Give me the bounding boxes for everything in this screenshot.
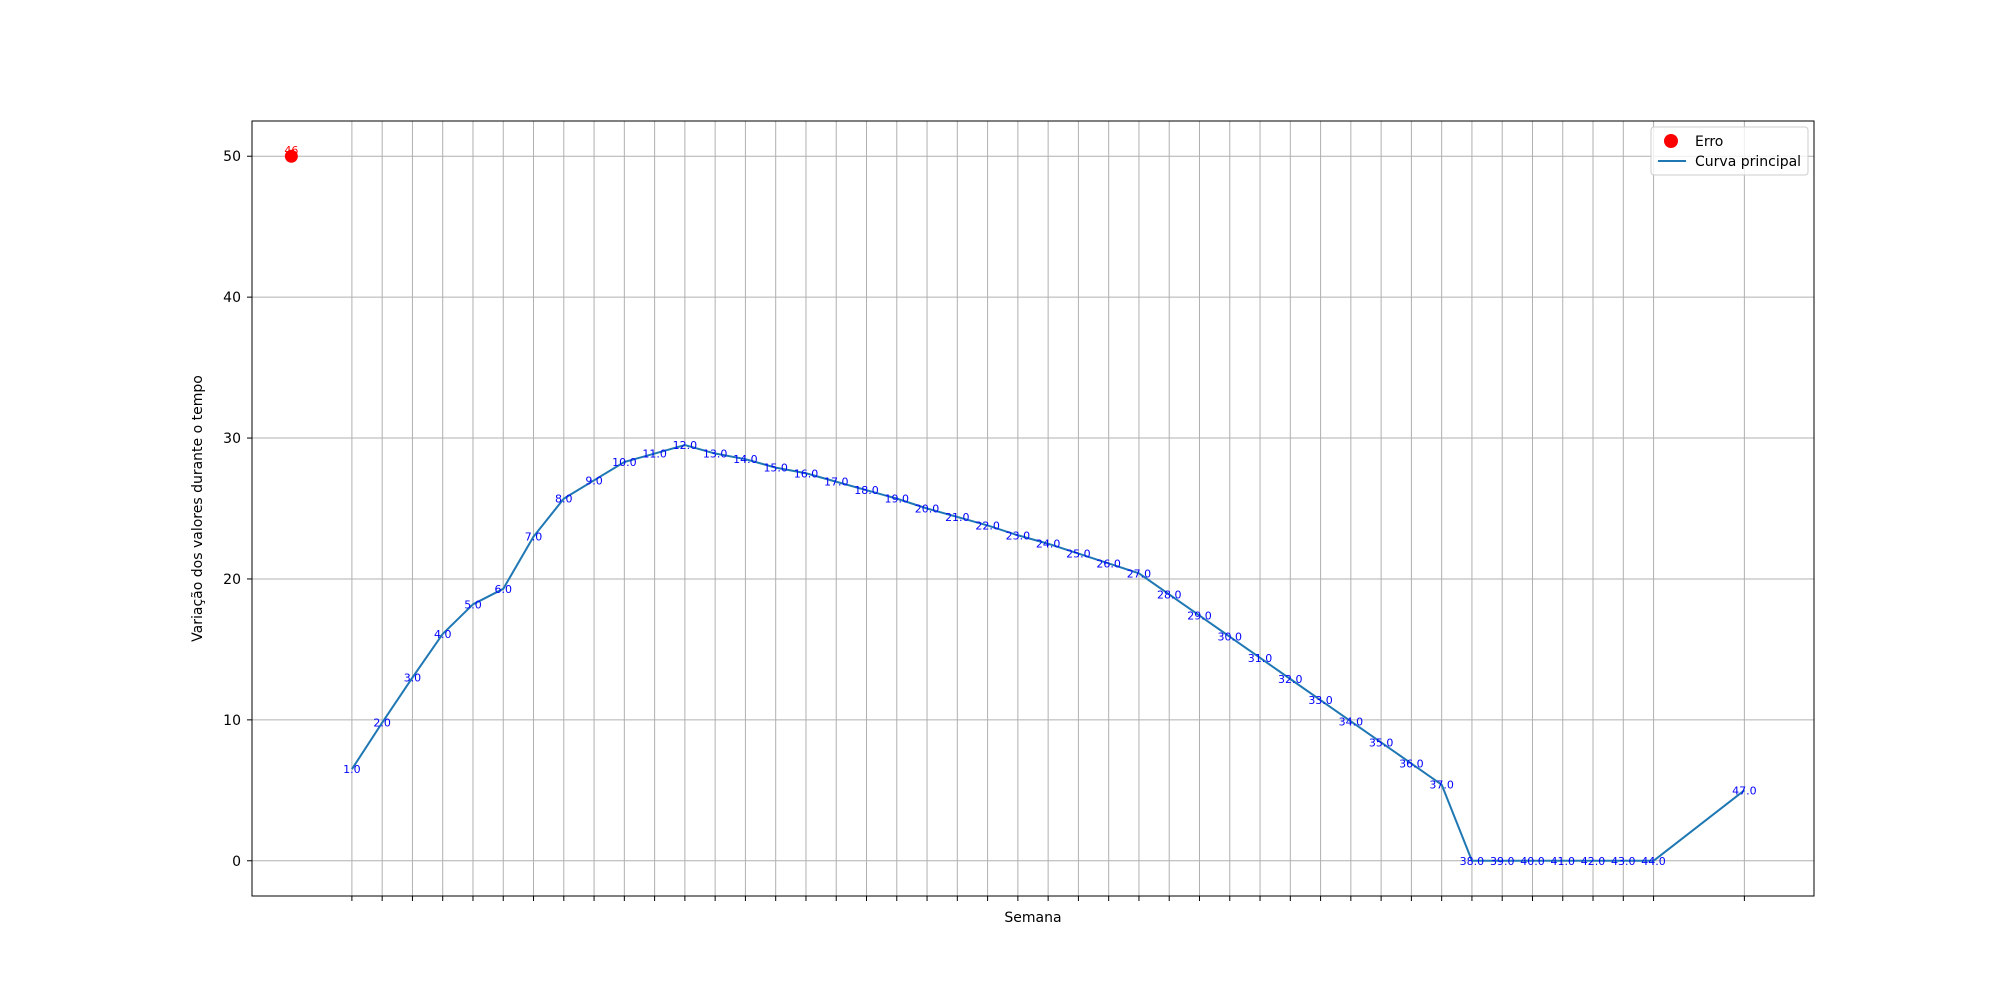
data-label: 33.0 bbox=[1308, 694, 1333, 707]
data-label: 6.0 bbox=[495, 583, 513, 596]
data-label: 16.0 bbox=[794, 467, 819, 480]
data-label: 25.0 bbox=[1066, 548, 1091, 561]
y-tick-label: 50 bbox=[223, 149, 241, 165]
data-label: 47.0 bbox=[1732, 784, 1757, 797]
legend-box bbox=[1650, 126, 1809, 176]
data-label: 12.0 bbox=[673, 439, 698, 452]
data-label: 32.0 bbox=[1278, 673, 1303, 686]
data-label: 17.0 bbox=[824, 476, 849, 489]
data-label: 40.0 bbox=[1520, 855, 1545, 868]
data-label: 19.0 bbox=[885, 493, 910, 506]
data-label: 11.0 bbox=[642, 448, 667, 461]
data-label: 21.0 bbox=[945, 511, 970, 524]
axis-ticks: 0 10 20 30 40 50 bbox=[223, 149, 1745, 901]
series-line-curva-principal bbox=[351, 444, 1745, 862]
data-label: 27.0 bbox=[1127, 567, 1152, 580]
data-label: 42.0 bbox=[1581, 855, 1606, 868]
data-label: 4.0 bbox=[434, 628, 452, 641]
grid bbox=[252, 121, 1814, 896]
data-label: 38.0 bbox=[1460, 855, 1485, 868]
data-label: 22.0 bbox=[975, 519, 1000, 532]
data-label: 29.0 bbox=[1187, 610, 1212, 623]
data-label: 37.0 bbox=[1429, 779, 1454, 792]
y-axis-label: Variação dos valores durante o tempo bbox=[190, 375, 206, 642]
plot-area: 1.0 2.0 3.0 4.0 5.0 6.0 7.0 8.0 9.0 10.0 11.0 12.0 1… bbox=[284, 144, 1756, 868]
data-label: 20.0 bbox=[915, 503, 940, 516]
error-point bbox=[284, 149, 298, 163]
data-label: 23.0 bbox=[1006, 529, 1031, 542]
data-label: 26.0 bbox=[1096, 557, 1121, 570]
data-label: 18.0 bbox=[854, 484, 879, 497]
data-label: 44.0 bbox=[1641, 855, 1666, 868]
x-axis-label: Semana bbox=[1004, 910, 1061, 926]
data-label: 8.0 bbox=[555, 493, 573, 506]
data-label: 14.0 bbox=[733, 453, 758, 466]
data-label: 10.0 bbox=[612, 456, 637, 469]
y-tick-label: 0 bbox=[232, 854, 241, 870]
y-tick-label: 20 bbox=[223, 572, 241, 588]
data-label: 36.0 bbox=[1399, 758, 1424, 771]
legend-entry-curva-principal: Curva principal bbox=[1695, 154, 1801, 170]
data-label: 9.0 bbox=[585, 474, 603, 487]
data-label: 1.0 bbox=[343, 763, 361, 776]
data-label: 13.0 bbox=[703, 448, 728, 461]
data-label: 28.0 bbox=[1157, 588, 1182, 601]
legend: Erro Curva principal bbox=[1650, 126, 1809, 176]
y-tick-label: 30 bbox=[223, 431, 241, 447]
y-tick-label: 40 bbox=[223, 290, 241, 306]
data-label: 31.0 bbox=[1248, 652, 1273, 665]
data-label: 34.0 bbox=[1339, 715, 1364, 728]
data-label: 24.0 bbox=[1036, 538, 1061, 551]
data-label: 39.0 bbox=[1490, 855, 1515, 868]
data-label: 15.0 bbox=[763, 462, 788, 475]
data-label: 7.0 bbox=[525, 531, 543, 544]
legend-marker-erro bbox=[1664, 134, 1678, 148]
data-label: 3.0 bbox=[404, 672, 422, 685]
legend-entry-erro: Erro bbox=[1695, 134, 1723, 150]
error-point-label: 46 bbox=[284, 144, 298, 157]
axes-frame bbox=[251, 120, 1815, 897]
y-tick-label: 10 bbox=[223, 713, 241, 729]
data-label: 5.0 bbox=[464, 598, 482, 611]
data-label: 43.0 bbox=[1611, 855, 1636, 868]
data-label: 2.0 bbox=[373, 717, 391, 730]
data-label: 30.0 bbox=[1218, 631, 1243, 644]
data-label: 35.0 bbox=[1369, 736, 1394, 749]
data-label: 41.0 bbox=[1550, 855, 1575, 868]
